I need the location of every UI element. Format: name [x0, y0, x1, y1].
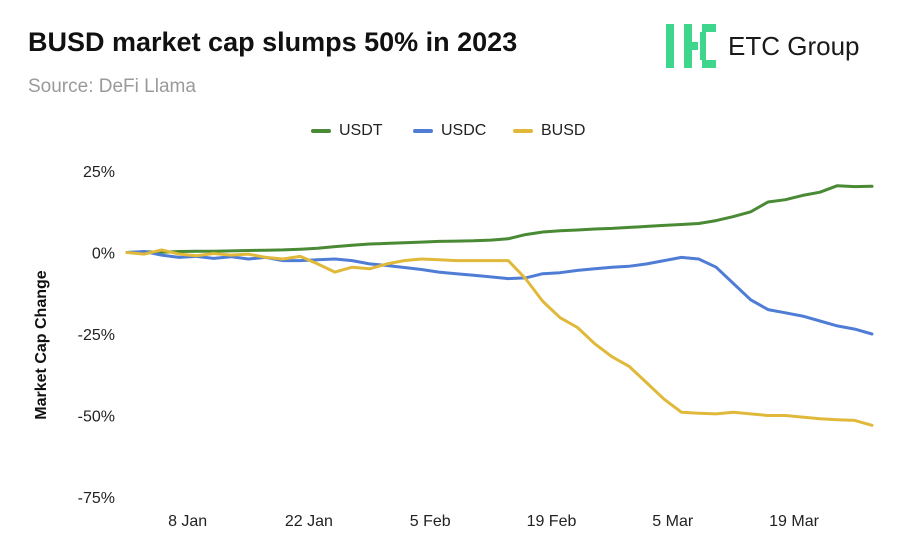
etc-group-logo: ETC Group — [666, 22, 881, 72]
x-tick-label: 8 Jan — [168, 513, 207, 530]
y-tick-label: -25% — [78, 327, 115, 344]
legend-swatch-usdc — [413, 129, 433, 133]
y-tick-label: 0% — [92, 246, 115, 263]
y-axis-ticks: 25% 0% -25% -50% -75% — [78, 164, 115, 507]
series-line-busd — [125, 248, 874, 427]
chart-source: Source: DeFi Llama — [28, 76, 196, 97]
legend-label-usdt: USDT — [339, 122, 383, 139]
legend-swatch-usdt — [311, 129, 331, 133]
y-tick-label: -50% — [78, 409, 115, 426]
legend-item-usdc: USDC — [413, 120, 486, 142]
series-line-usdt — [125, 184, 874, 254]
x-tick-label: 19 Feb — [527, 513, 577, 530]
legend-item-busd: BUSD — [513, 120, 585, 142]
series-lines — [125, 184, 874, 427]
y-tick-label: 25% — [83, 164, 115, 181]
chart-title: BUSD market cap slumps 50% in 2023 — [28, 27, 518, 57]
legend-label-usdc: USDC — [441, 122, 487, 139]
y-tick-label: -75% — [78, 490, 115, 507]
logo-text: ETC Group — [728, 31, 860, 61]
x-tick-label: 22 Jan — [285, 513, 333, 530]
series-line-usdc — [125, 250, 874, 336]
y-axis-label: Market Cap Change — [33, 270, 50, 419]
x-tick-label: 5 Mar — [652, 513, 694, 530]
x-axis-ticks: 8 Jan 22 Jan 5 Feb 19 Feb 5 Mar 19 Mar — [168, 513, 820, 530]
etc-logo-icon — [666, 24, 716, 68]
x-tick-label: 5 Feb — [410, 513, 451, 530]
legend-label-busd: BUSD — [541, 122, 586, 139]
x-tick-label: 19 Mar — [769, 513, 819, 530]
legend-swatch-busd — [513, 129, 533, 133]
chart-legend: USDT USDC BUSD — [0, 120, 900, 142]
legend-item-usdt: USDT — [311, 120, 383, 142]
